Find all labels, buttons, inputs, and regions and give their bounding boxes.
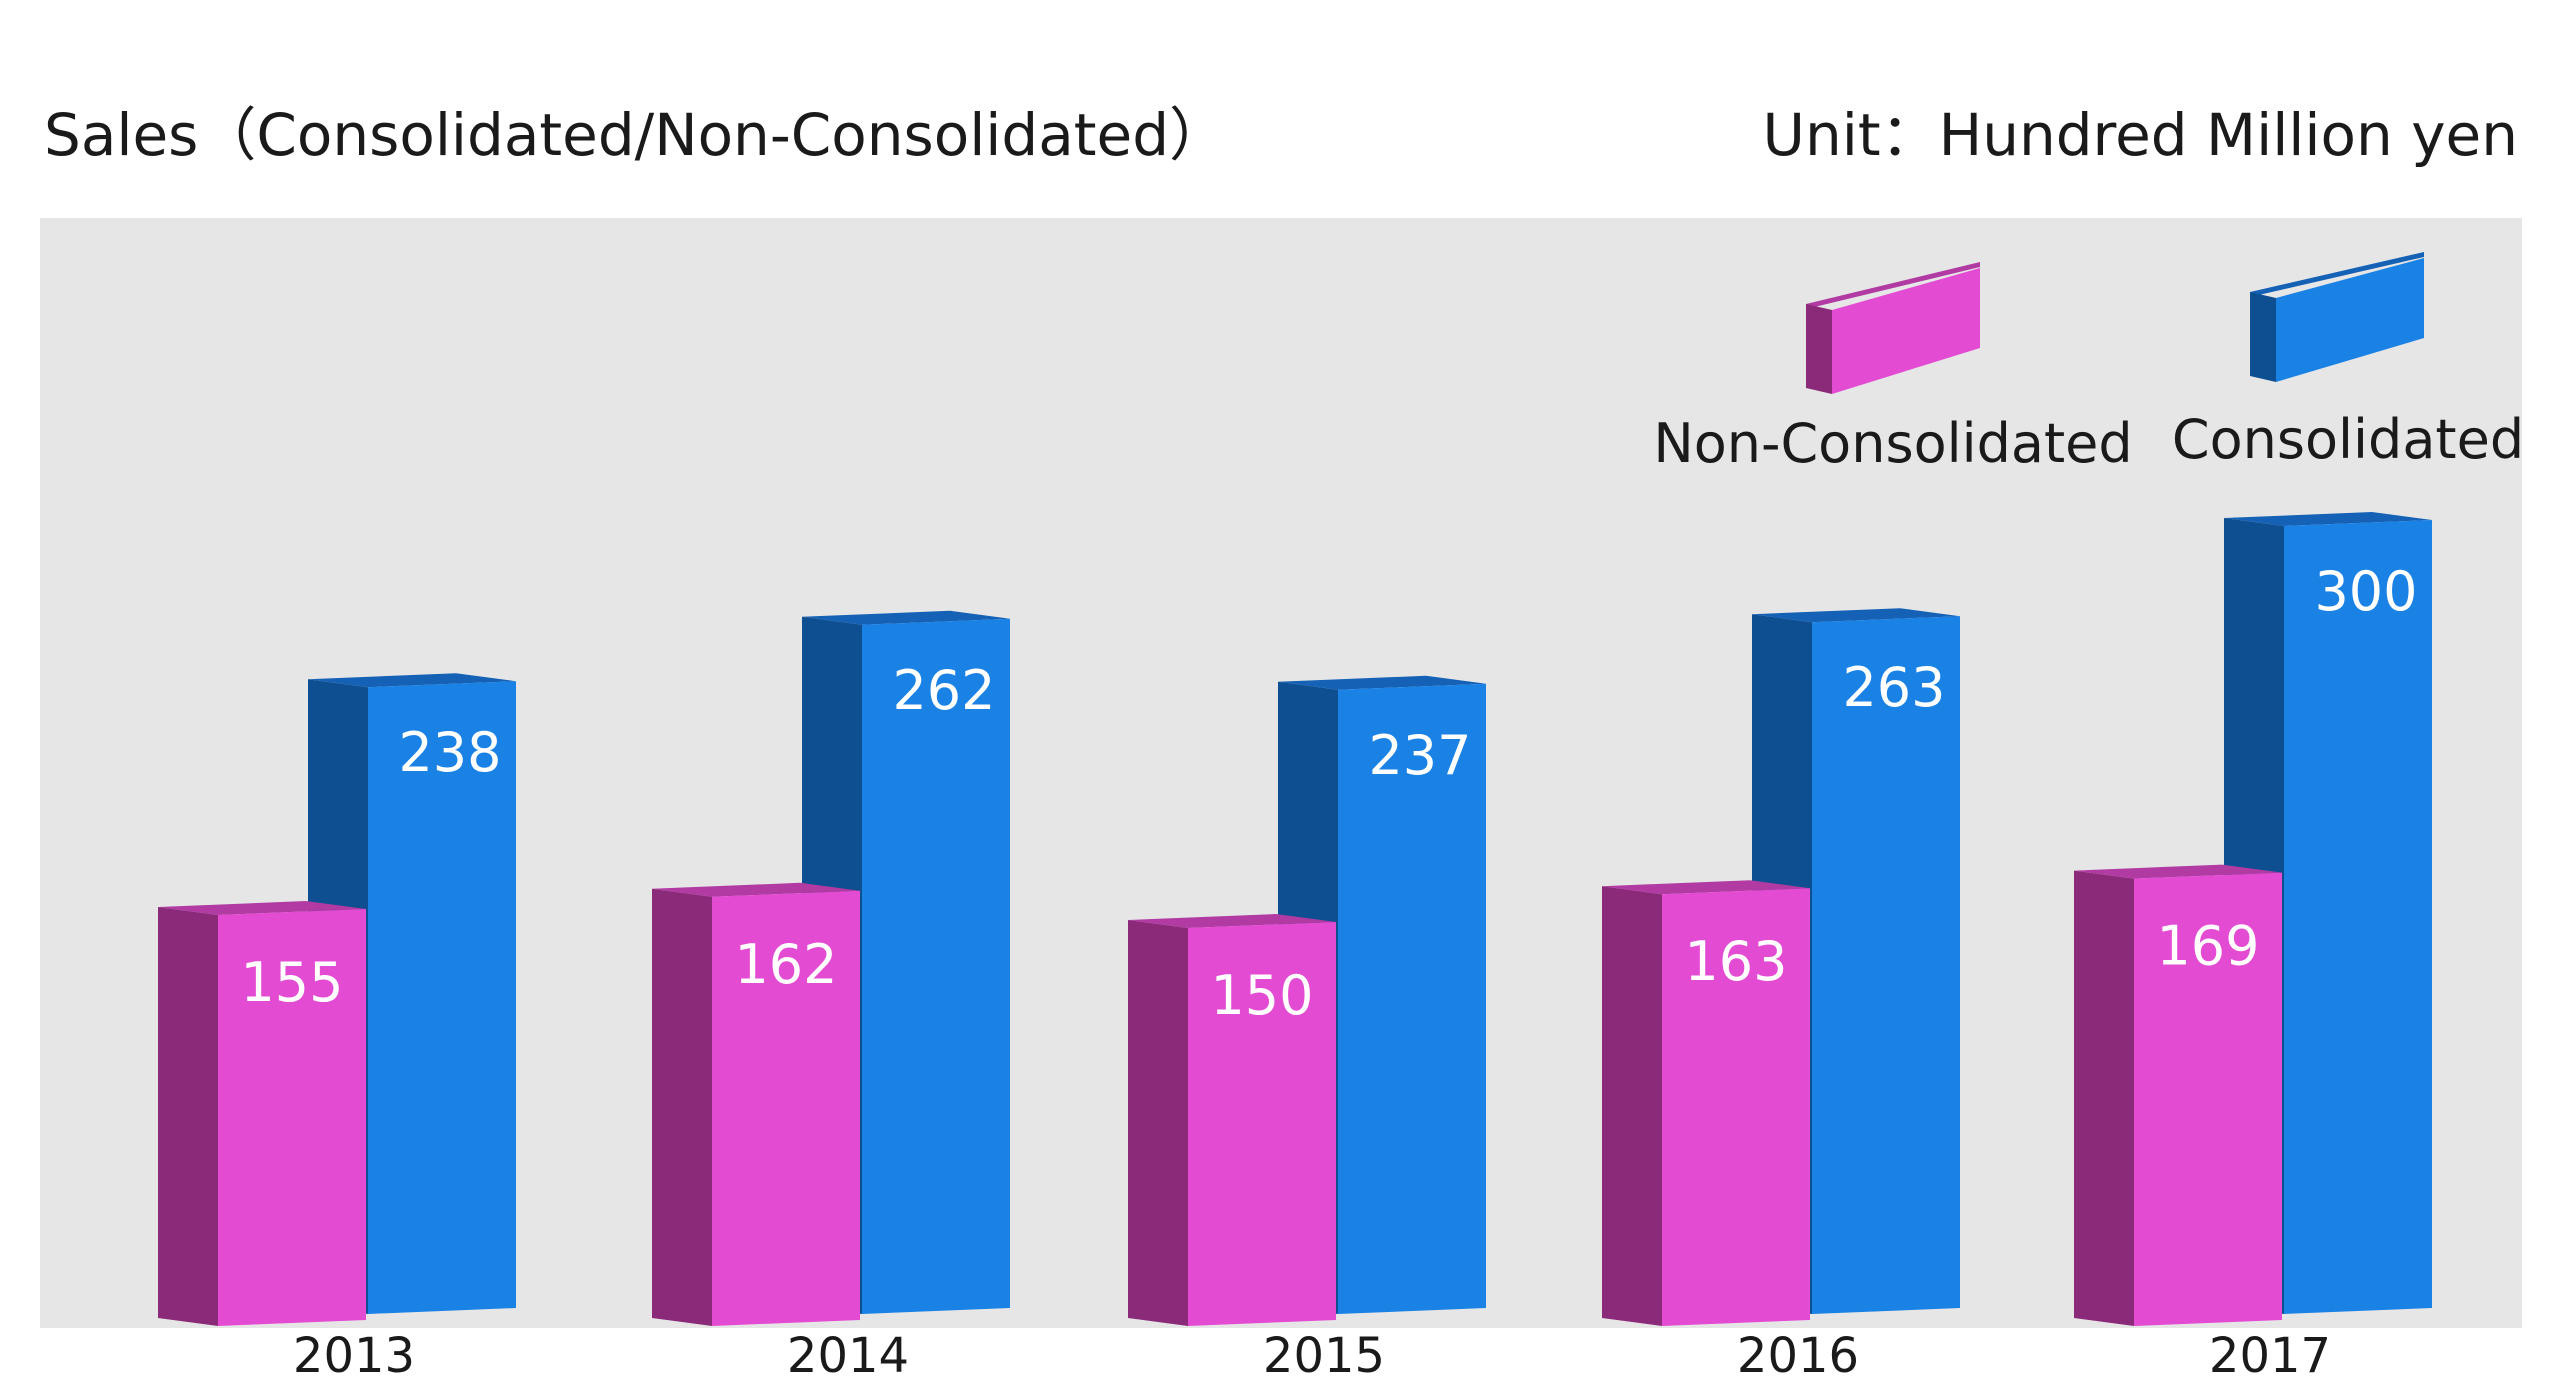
non-consolidated-2013-bar-top bbox=[158, 901, 366, 915]
non-consolidated-2017-bar-side bbox=[2074, 870, 2134, 1326]
x-axis-ticks: 2013 2014 2015 2016 2017 bbox=[293, 1328, 2331, 1384]
consolidated-2014-bar-top bbox=[802, 610, 1010, 625]
consolidated-2014-bar-front bbox=[862, 618, 1010, 1314]
x-tick-label-2016: 2016 bbox=[1737, 1328, 1859, 1384]
consolidated-2015-bar-top bbox=[1278, 675, 1486, 690]
non-consolidated-2014-value-label: 162 bbox=[734, 933, 837, 996]
consolidated-2014-value-label: 262 bbox=[892, 659, 995, 722]
consolidated-2013-bar-front bbox=[368, 681, 516, 1314]
consolidated-2016-bar-front bbox=[1812, 616, 1960, 1314]
legend: Non-Consolidated Consolidated bbox=[1653, 252, 2524, 475]
legend-consolidated-swatch-side bbox=[2250, 292, 2276, 382]
consolidated-2013-value-label: 238 bbox=[398, 721, 501, 784]
consolidated-2016-bar-top bbox=[1752, 608, 1960, 623]
non-consolidated-2015-value-label: 150 bbox=[1210, 964, 1313, 1027]
non-consolidated-2017-bar-top bbox=[2074, 864, 2282, 879]
non-consolidated-2014-bar-side bbox=[652, 888, 712, 1326]
non-consolidated-2015-bar-front bbox=[1188, 922, 1336, 1326]
unit-label: Unit：Hundred Million yen bbox=[1762, 101, 2518, 169]
non-consolidated-2015-bar bbox=[1128, 914, 1336, 1326]
non-consolidated-2016-bar-top bbox=[1602, 880, 1810, 895]
bars-group: 238 155 262 162 237 150 263 163 300 169 bbox=[158, 512, 2432, 1326]
non-consolidated-2013-bar-side bbox=[158, 907, 218, 1326]
legend-non-consolidated-swatch-top bbox=[1806, 262, 1980, 309]
legend-consolidated-swatch-top bbox=[2250, 252, 2424, 297]
non-consolidated-2015-bar-top bbox=[1128, 914, 1336, 928]
non-consolidated-2015-bar-side bbox=[1128, 920, 1188, 1326]
x-tick-label-2014: 2014 bbox=[787, 1328, 909, 1384]
consolidated-2017-value-label: 300 bbox=[2314, 560, 2417, 623]
non-consolidated-2017-value-label: 169 bbox=[2156, 915, 2259, 978]
legend-non-consolidated-swatch-side bbox=[1806, 304, 1832, 394]
legend-non-consolidated-swatch-front bbox=[1832, 268, 1980, 394]
consolidated-2016-value-label: 263 bbox=[1842, 656, 1945, 719]
non-consolidated-2014-bar bbox=[652, 882, 860, 1326]
non-consolidated-2017-bar bbox=[2074, 864, 2282, 1326]
non-consolidated-2016-bar-front bbox=[1662, 888, 1810, 1326]
consolidated-2015-bar-front bbox=[1338, 683, 1486, 1314]
non-consolidated-2016-bar bbox=[1602, 880, 1810, 1326]
consolidated-2017-bar-top bbox=[2224, 512, 2432, 526]
consolidated-2013-bar-top bbox=[308, 673, 516, 688]
x-tick-label-2017: 2017 bbox=[2209, 1328, 2331, 1384]
non-consolidated-2016-bar-side bbox=[1602, 886, 1662, 1326]
non-consolidated-2013-bar bbox=[158, 901, 366, 1326]
legend-non-consolidated-label: Non-Consolidated bbox=[1653, 412, 2132, 475]
non-consolidated-2013-bar-front bbox=[218, 909, 366, 1326]
legend-consolidated-label: Consolidated bbox=[2172, 408, 2524, 471]
non-consolidated-2013-value-label: 155 bbox=[240, 951, 343, 1014]
consolidated-2017-bar-front bbox=[2284, 520, 2432, 1314]
non-consolidated-2016-value-label: 163 bbox=[1684, 930, 1787, 993]
non-consolidated-2014-bar-front bbox=[712, 890, 860, 1326]
consolidated-2015-value-label: 237 bbox=[1368, 724, 1471, 787]
x-tick-label-2015: 2015 bbox=[1263, 1328, 1385, 1384]
chart-title: Sales（Consolidated/Non-Consolidated） bbox=[44, 101, 1228, 169]
legend-consolidated-swatch-front bbox=[2276, 258, 2424, 382]
x-tick-label-2013: 2013 bbox=[293, 1328, 415, 1384]
non-consolidated-2017-bar-front bbox=[2134, 872, 2282, 1326]
non-consolidated-2014-bar-top bbox=[652, 882, 860, 897]
